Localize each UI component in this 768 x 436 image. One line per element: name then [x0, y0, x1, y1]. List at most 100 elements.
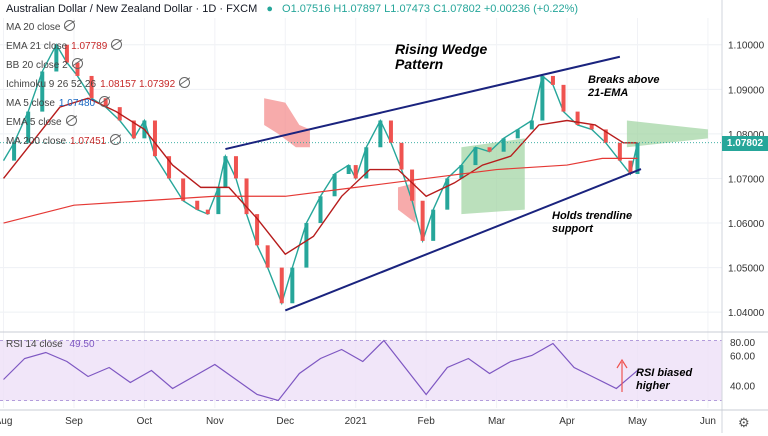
indicator-name: EMA 21 close [6, 41, 68, 52]
candle-bar [445, 178, 450, 210]
candle-bar [388, 120, 393, 143]
wedge-trendlines [225, 55, 642, 312]
indicator-name: BB 20 close 2 [6, 60, 68, 71]
candle-bar [75, 62, 80, 76]
price-tick-label: 1.04000 [728, 308, 765, 319]
indicator-name: Ichimoku 9 26 52 26 [6, 79, 97, 90]
candle-bar [304, 223, 309, 268]
candle-bar [223, 156, 228, 188]
candle-bar [603, 129, 608, 143]
candle-bar [410, 169, 415, 201]
upper-trendline-line [225, 55, 621, 151]
ema-21-line [2, 97, 638, 256]
hidden-eye-icon[interactable] [65, 115, 77, 126]
indicator-name: MA 20 close [6, 22, 61, 33]
hidden-eye-icon[interactable] [99, 96, 111, 107]
indicator-legend-row[interactable]: Ichimoku 9 26 52 26 1.08157 1.07392 [6, 77, 191, 90]
candle-bar [255, 214, 260, 246]
candle-bar [216, 187, 221, 215]
rsi-band [0, 340, 722, 401]
holds-annotation: Holds trendline support [552, 210, 632, 236]
holds-line-1: Holds trendline [552, 210, 633, 222]
candle-bar [561, 84, 566, 112]
time-tick-label: 2021 [345, 416, 368, 427]
price-tick-label: 1.08000 [728, 130, 765, 141]
candle-bar [550, 75, 555, 85]
indicator-lines [0, 43, 722, 306]
indicator-name: MA 5 close [6, 98, 55, 109]
indicator-value: 1.07789 [71, 41, 108, 52]
breaks-annotation: Breaks above 21-EMA [588, 74, 660, 100]
candle-bar [152, 120, 157, 157]
hidden-eye-icon[interactable] [179, 77, 191, 88]
symbol-title: Australian Dollar / New Zealand Dollar ·… [6, 3, 258, 15]
candle-bar [167, 156, 172, 179]
candle-bar [346, 165, 351, 174]
indicator-name: MA 200 close [6, 136, 67, 147]
rsi-arrow [616, 358, 628, 392]
last-price-badge: 1.07802 [722, 135, 768, 151]
time-tick-label: Apr [559, 416, 575, 427]
lower-trendline-line [284, 168, 642, 312]
indicator-value: 1.08157 1.07392 [100, 79, 176, 90]
breaks-line-2: 21-EMA [588, 87, 629, 99]
candle-bar [279, 267, 284, 304]
candle-bar [195, 200, 200, 210]
hidden-eye-icon[interactable] [71, 58, 83, 69]
ma-200-line [3, 157, 638, 224]
candle-bar [181, 178, 186, 201]
rsi-panel [0, 339, 722, 402]
indicator-value: 1.07451 [70, 136, 107, 147]
candle-bar [529, 120, 534, 130]
indicator-legend-row[interactable]: MA 20 close [6, 20, 76, 33]
time-tick-label: Jun [700, 416, 716, 427]
candle-bar [54, 44, 59, 72]
indicator-legend-row[interactable]: MA 200 close 1.07451 [6, 134, 122, 147]
candle-bar [473, 147, 478, 166]
hidden-eye-icon[interactable] [110, 134, 122, 145]
indicator-legend-row[interactable]: EMA 21 close 1.07789 [6, 39, 123, 52]
indicator-legend-row[interactable]: EMA 5 close [6, 115, 77, 128]
candle-bar [89, 75, 94, 99]
candle-bar [290, 267, 295, 304]
candle-bar [501, 138, 506, 152]
candle-bar [12, 142, 17, 161]
time-tick-label: Sep [65, 416, 83, 427]
rsi-tick-label: 60.00 [730, 352, 755, 363]
candle-bar [617, 142, 622, 161]
rsi-tick-label: 40.00 [730, 382, 755, 393]
rsi-note-line-1: RSI biased [636, 367, 693, 379]
candle-bar [575, 111, 580, 125]
indicator-legend-row[interactable]: BB 20 close 2 [6, 58, 83, 71]
candle-bar [420, 200, 425, 241]
wedge-annotation: Rising Wedge Pattern [395, 42, 487, 72]
ichimoku-cloud [264, 98, 708, 224]
chart-header: Australian Dollar / New Zealand Dollar ·… [6, 3, 578, 15]
hidden-eye-icon[interactable] [111, 39, 123, 50]
indicator-legend-row[interactable]: MA 5 close 1.07480 [6, 96, 111, 109]
wedge-title-line-2: Pattern [395, 56, 444, 72]
candle-bar [628, 160, 633, 174]
candle-bar [487, 147, 492, 152]
gear-icon[interactable]: ⚙ [738, 415, 750, 430]
wedge-title-line-1: Rising Wedge [395, 41, 488, 57]
rsi-title: RSI 14 close [6, 339, 63, 350]
price-tick-label: 1.10000 [728, 41, 765, 52]
holds-line-2: support [552, 223, 593, 235]
candle-bar [431, 209, 436, 241]
candle-bar [378, 120, 383, 148]
candle-bar [40, 71, 45, 112]
candle-bar [364, 147, 369, 179]
time-tick-label: Feb [418, 416, 436, 427]
candle-bar [399, 142, 404, 170]
time-tick-label: Aug [0, 416, 12, 427]
candle-bar [459, 165, 464, 179]
rsi-legend: RSI 14 close 49.50 [6, 339, 95, 350]
candle-bar [353, 165, 358, 179]
hidden-eye-icon[interactable] [64, 20, 76, 31]
candle-bar [205, 209, 210, 215]
candle-bar [233, 156, 238, 179]
